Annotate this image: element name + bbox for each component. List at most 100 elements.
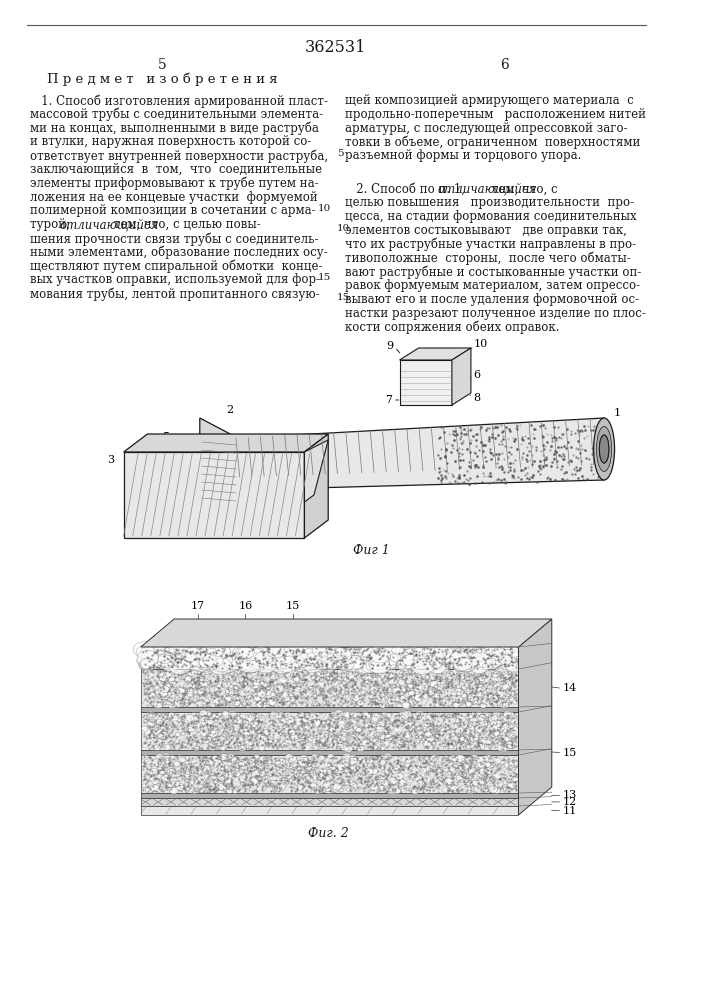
Ellipse shape	[354, 724, 363, 732]
Point	[441, 687, 452, 703]
Ellipse shape	[272, 773, 281, 781]
Point	[293, 643, 304, 659]
Ellipse shape	[223, 654, 246, 670]
Point	[398, 777, 409, 793]
Point	[199, 682, 210, 698]
Ellipse shape	[387, 689, 391, 692]
Point	[354, 733, 366, 749]
Ellipse shape	[296, 673, 300, 676]
Ellipse shape	[157, 653, 168, 660]
Ellipse shape	[160, 648, 182, 664]
Ellipse shape	[481, 788, 488, 793]
Point	[188, 673, 199, 689]
Point	[264, 726, 275, 742]
Point	[262, 723, 274, 739]
Ellipse shape	[144, 680, 148, 683]
Ellipse shape	[315, 769, 324, 775]
Point	[394, 683, 405, 699]
Point	[286, 779, 297, 795]
Ellipse shape	[380, 715, 385, 719]
Point	[220, 665, 231, 681]
Ellipse shape	[239, 775, 247, 782]
Point	[139, 728, 150, 744]
Point	[428, 643, 440, 659]
Point	[427, 773, 438, 789]
Point	[440, 769, 452, 785]
Ellipse shape	[300, 755, 308, 761]
Ellipse shape	[217, 773, 221, 777]
Point	[240, 771, 251, 787]
Point	[264, 762, 276, 778]
Ellipse shape	[160, 694, 163, 697]
Ellipse shape	[316, 682, 322, 687]
Point	[265, 783, 276, 799]
Ellipse shape	[281, 777, 288, 782]
Point	[175, 709, 187, 725]
Point	[205, 717, 216, 733]
Point	[466, 782, 477, 798]
Ellipse shape	[397, 739, 404, 745]
Point	[276, 676, 287, 692]
Ellipse shape	[480, 703, 486, 708]
Ellipse shape	[259, 653, 264, 656]
Point	[431, 670, 443, 686]
Point	[462, 763, 474, 779]
Point	[397, 666, 408, 682]
Ellipse shape	[468, 724, 469, 725]
Point	[506, 781, 518, 797]
Ellipse shape	[288, 670, 296, 676]
Ellipse shape	[510, 660, 518, 665]
Point	[369, 778, 380, 794]
Point	[240, 777, 251, 793]
Point	[472, 734, 483, 750]
Point	[200, 698, 211, 714]
Ellipse shape	[484, 682, 493, 689]
Point	[397, 736, 409, 752]
Ellipse shape	[481, 654, 486, 658]
Point	[413, 717, 424, 733]
Ellipse shape	[224, 777, 233, 784]
Ellipse shape	[154, 723, 162, 729]
Point	[405, 732, 416, 748]
Ellipse shape	[373, 645, 387, 656]
Point	[293, 726, 304, 742]
Ellipse shape	[332, 670, 338, 674]
Point	[197, 674, 208, 690]
Ellipse shape	[416, 740, 421, 743]
Point	[393, 688, 404, 704]
Ellipse shape	[454, 660, 470, 672]
Point	[348, 729, 359, 745]
Ellipse shape	[456, 722, 461, 726]
Point	[508, 757, 519, 773]
Point	[201, 778, 213, 794]
Point	[450, 651, 461, 667]
Point	[305, 754, 316, 770]
Point	[368, 681, 380, 697]
Point	[412, 729, 423, 745]
Ellipse shape	[323, 671, 330, 677]
Point	[295, 713, 306, 729]
Ellipse shape	[337, 782, 339, 785]
Point	[399, 674, 410, 690]
Point	[428, 708, 439, 724]
Ellipse shape	[410, 646, 428, 658]
Point	[356, 652, 368, 668]
Point	[211, 735, 222, 751]
Point	[494, 707, 506, 723]
Point	[284, 677, 296, 693]
Point	[440, 644, 452, 660]
Point	[143, 728, 154, 744]
Ellipse shape	[421, 763, 426, 767]
Ellipse shape	[303, 693, 308, 698]
Point	[322, 683, 333, 699]
Point	[199, 679, 210, 695]
Ellipse shape	[363, 767, 372, 773]
Point	[427, 648, 438, 664]
Ellipse shape	[305, 716, 309, 719]
Point	[477, 726, 489, 742]
Point	[186, 658, 197, 674]
Point	[223, 715, 235, 731]
Text: 12: 12	[562, 797, 576, 807]
Ellipse shape	[310, 745, 312, 747]
Ellipse shape	[325, 654, 329, 657]
